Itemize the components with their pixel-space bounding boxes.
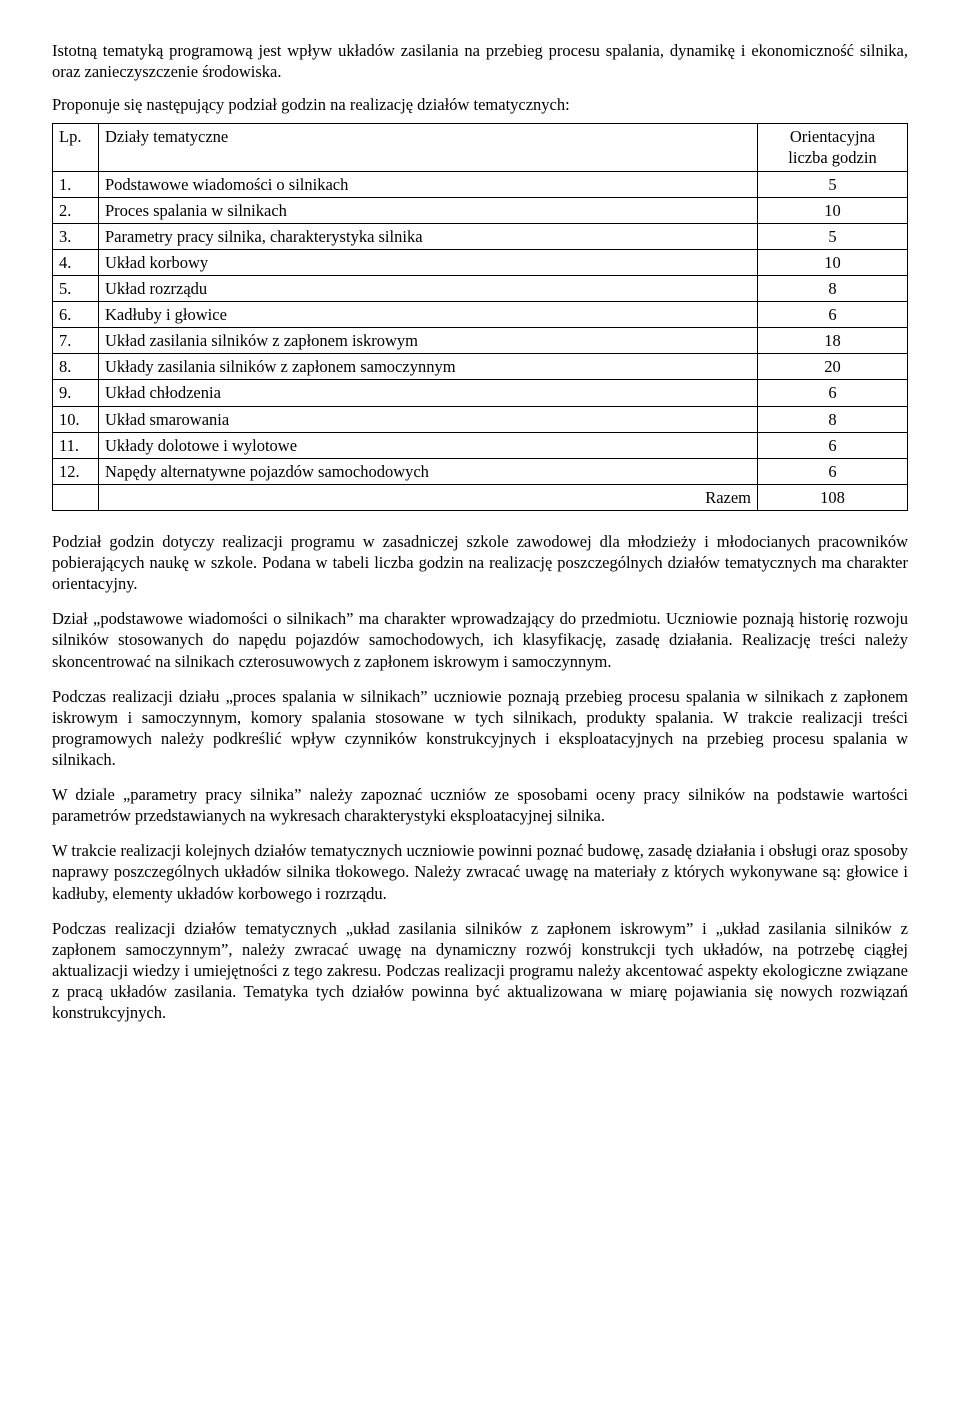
- cell-lp: 9.: [53, 380, 99, 406]
- table-total-row: Razem 108: [53, 484, 908, 510]
- table-row: 12. Napędy alternatywne pojazdów samocho…: [53, 458, 908, 484]
- cell-hours: 10: [758, 197, 908, 223]
- cell-lp: 11.: [53, 432, 99, 458]
- cell-lp: 6.: [53, 302, 99, 328]
- table-row: 2. Proces spalania w silnikach 10: [53, 197, 908, 223]
- table-header-lp: Lp.: [53, 124, 99, 171]
- body-paragraph-2: Dział „podstawowe wiadomości o silnikach…: [52, 608, 908, 671]
- table-row: 8. Układy zasilania silników z zapłonem …: [53, 354, 908, 380]
- cell-lp: 2.: [53, 197, 99, 223]
- cell-hours: 20: [758, 354, 908, 380]
- cell-hours: 6: [758, 432, 908, 458]
- cell-hours: 6: [758, 302, 908, 328]
- cell-hours: 6: [758, 380, 908, 406]
- table-row: 9. Układ chłodzenia 6: [53, 380, 908, 406]
- cell-lp-empty: [53, 484, 99, 510]
- table-row: 4. Układ korbowy 10: [53, 249, 908, 275]
- table-header-hours-line2: liczba godzin: [788, 148, 876, 167]
- cell-hours: 5: [758, 223, 908, 249]
- cell-hours: 18: [758, 328, 908, 354]
- table-row: 1. Podstawowe wiadomości o silnikach 5: [53, 171, 908, 197]
- hours-table: Lp. Działy tematyczne Orientacyjna liczb…: [52, 123, 908, 511]
- cell-lp: 8.: [53, 354, 99, 380]
- intro-paragraph-2: Proponuje się następujący podział godzin…: [52, 94, 908, 115]
- cell-topic: Kadłuby i głowice: [99, 302, 758, 328]
- cell-topic: Układ chłodzenia: [99, 380, 758, 406]
- table-row: 10. Układ smarowania 8: [53, 406, 908, 432]
- table-header-hours-line1: Orientacyjna: [790, 127, 875, 146]
- cell-topic: Proces spalania w silnikach: [99, 197, 758, 223]
- cell-hours: 8: [758, 406, 908, 432]
- cell-lp: 7.: [53, 328, 99, 354]
- body-paragraph-5: W trakcie realizacji kolejnych działów t…: [52, 840, 908, 903]
- cell-hours: 10: [758, 249, 908, 275]
- body-paragraph-1: Podział godzin dotyczy realizacji progra…: [52, 531, 908, 594]
- body-paragraph-6: Podczas realizacji działów tematycznych …: [52, 918, 908, 1024]
- table-header-row: Lp. Działy tematyczne Orientacyjna liczb…: [53, 124, 908, 171]
- table-row: 7. Układ zasilania silników z zapłonem i…: [53, 328, 908, 354]
- table-header-topic: Działy tematyczne: [99, 124, 758, 171]
- cell-topic: Układy dolotowe i wylotowe: [99, 432, 758, 458]
- cell-topic: Układ zasilania silników z zapłonem iskr…: [99, 328, 758, 354]
- cell-lp: 3.: [53, 223, 99, 249]
- cell-topic: Napędy alternatywne pojazdów samochodowy…: [99, 458, 758, 484]
- cell-topic: Parametry pracy silnika, charakterystyka…: [99, 223, 758, 249]
- cell-hours: 5: [758, 171, 908, 197]
- table-row: 11. Układy dolotowe i wylotowe 6: [53, 432, 908, 458]
- table-row: 5. Układ rozrządu 8: [53, 275, 908, 301]
- cell-lp: 10.: [53, 406, 99, 432]
- table-header-hours: Orientacyjna liczba godzin: [758, 124, 908, 171]
- cell-lp: 4.: [53, 249, 99, 275]
- table-row: 6. Kadłuby i głowice 6: [53, 302, 908, 328]
- cell-topic: Układ korbowy: [99, 249, 758, 275]
- intro-paragraph-1: Istotną tematyką programową jest wpływ u…: [52, 40, 908, 82]
- cell-lp: 5.: [53, 275, 99, 301]
- cell-lp: 12.: [53, 458, 99, 484]
- cell-hours: 6: [758, 458, 908, 484]
- cell-topic: Układ rozrządu: [99, 275, 758, 301]
- table-row: 3. Parametry pracy silnika, charakteryst…: [53, 223, 908, 249]
- cell-hours: 8: [758, 275, 908, 301]
- body-paragraph-3: Podczas realizacji działu „proces spalan…: [52, 686, 908, 770]
- body-paragraph-4: W dziale „parametry pracy silnika” należ…: [52, 784, 908, 826]
- cell-topic: Podstawowe wiadomości o silnikach: [99, 171, 758, 197]
- cell-topic: Układy zasilania silników z zapłonem sam…: [99, 354, 758, 380]
- cell-lp: 1.: [53, 171, 99, 197]
- cell-total-label: Razem: [99, 484, 758, 510]
- cell-total-hours: 108: [758, 484, 908, 510]
- cell-topic: Układ smarowania: [99, 406, 758, 432]
